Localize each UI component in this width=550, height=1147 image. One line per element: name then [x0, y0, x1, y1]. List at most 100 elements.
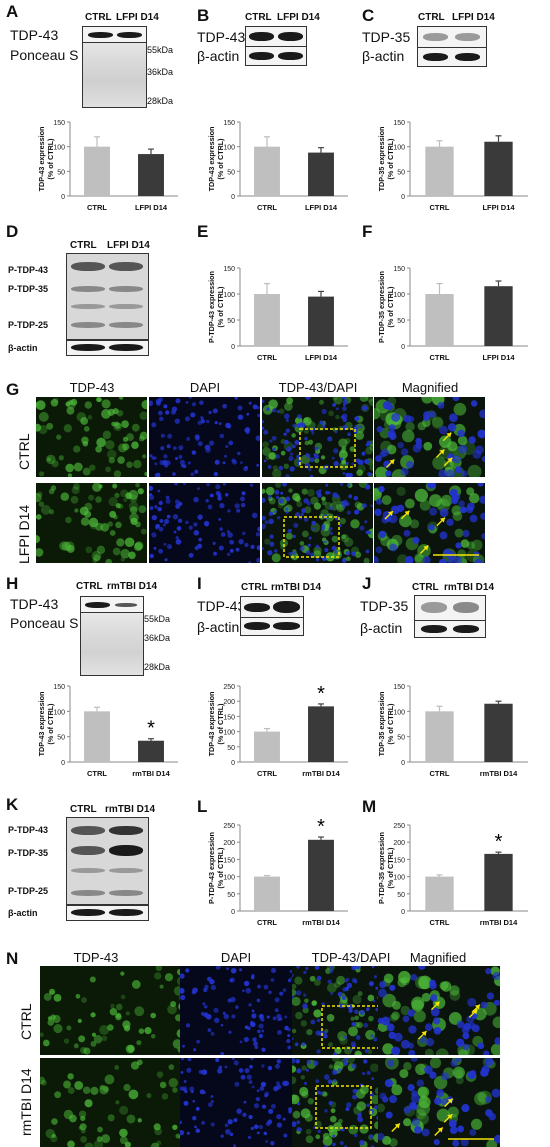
bar	[484, 141, 513, 196]
y-tick-label: 0	[61, 194, 65, 201]
y-tick-label: 150	[53, 684, 65, 691]
y-tick-label: 150	[223, 714, 235, 721]
arrowhead-marker	[421, 1031, 427, 1037]
y-tick-label: 200	[223, 699, 235, 706]
kda-marker: 55kDa	[144, 614, 171, 624]
blot-row-label: β-actin	[197, 48, 240, 64]
zoom-region-box	[283, 516, 340, 558]
blot-header-ctrl: CTRL	[241, 582, 268, 593]
y-tick-label: 50	[57, 169, 65, 176]
bar-chart-a: 0 50 100 150 TDP-43 expression (% of CTRL) CTR…	[37, 120, 178, 212]
y-tick-label: 150	[393, 684, 405, 691]
western-blot-band-strip	[414, 595, 486, 621]
bar-chart-h: 0 50 100 150 TDP-43 expression (% of CTRL) CTR…	[37, 684, 178, 778]
blot-header-ctrl: CTRL	[70, 804, 97, 815]
kda-marker: 36kDa	[144, 633, 171, 643]
western-blot-band-strip	[417, 47, 487, 67]
y-tick-label: 0	[61, 760, 65, 767]
blot-row-label: β-actin	[8, 908, 38, 918]
blot-row-label: β-actin	[8, 343, 38, 353]
bar	[84, 711, 110, 762]
western-blot-membrane	[66, 253, 149, 340]
y-tick-label: 0	[231, 909, 235, 916]
y-tick-label: 200	[223, 840, 235, 847]
zoom-region-box	[299, 428, 356, 468]
bar	[308, 839, 334, 911]
micrograph-dapi	[149, 397, 260, 477]
y-axis-label: (% of CTRL)	[216, 286, 225, 328]
category-label: CTRL	[257, 203, 277, 212]
micro-column-header: TDP-43	[73, 950, 119, 965]
y-axis-label: (% of CTRL)	[46, 138, 55, 180]
arrowhead-marker	[447, 1098, 453, 1104]
micrograph-green	[36, 397, 147, 477]
micro-row-label: LFPI D14	[16, 504, 32, 564]
y-axis-label: TDP-43 expression	[207, 127, 216, 192]
micro-row-label: rmTBI D14	[18, 1068, 34, 1136]
category-label: LFPI D14	[305, 203, 338, 212]
y-axis-label: TDP-43 expression	[207, 692, 216, 757]
arrowhead-marker	[387, 511, 393, 517]
western-blot-membrane	[66, 817, 149, 905]
bar-chart-e: 0 50 100 150 P-TDP-43 expression (% of CTRL) C…	[207, 266, 348, 362]
micrograph-mag	[378, 1058, 500, 1147]
y-axis-label: (% of CTRL)	[216, 847, 225, 889]
kda-marker: 28kDa	[144, 662, 171, 672]
category-label: CTRL	[87, 203, 107, 212]
y-tick-label: 200	[393, 840, 405, 847]
y-axis-label: (% of CTRL)	[216, 703, 225, 745]
y-tick-label: 100	[223, 875, 235, 882]
y-tick-label: 150	[223, 120, 235, 127]
blot-row-label: P-TDP-35	[8, 284, 49, 294]
bar	[308, 706, 334, 762]
y-tick-label: 50	[227, 745, 235, 752]
blot-header-condition: rmTBI D14	[107, 581, 158, 592]
blot-row-label: P-TDP-43	[8, 825, 49, 835]
bar	[254, 294, 280, 346]
y-tick-label: 250	[223, 823, 235, 830]
category-label: LFPI D14	[482, 353, 515, 362]
bar-chart-f: 0 50 100 150 P-TDP-35 expression (% of CTRL) C…	[377, 266, 528, 362]
micrograph-merge	[262, 483, 373, 563]
blot-header-ctrl: CTRL	[70, 240, 97, 251]
blot-row-label: P-TDP-43	[8, 265, 49, 275]
bar	[84, 146, 110, 196]
y-tick-label: 0	[401, 194, 405, 201]
category-label: CTRL	[430, 769, 450, 778]
blot-row-label: TDP-43	[197, 598, 246, 614]
bar	[308, 152, 334, 196]
blot-header-condition: LFPI D14	[107, 240, 150, 251]
y-axis-label: P-TDP-43 expression	[207, 832, 216, 904]
kda-marker: 36kDa	[147, 67, 174, 77]
micrograph-dapi	[149, 483, 260, 563]
micro-column-header: DAPI	[189, 380, 221, 395]
arrowhead-marker	[437, 1127, 443, 1133]
y-tick-label: 250	[393, 823, 405, 830]
micrograph-mag	[374, 397, 485, 477]
zoom-region-box	[315, 1085, 372, 1129]
blot-header-condition: LFPI D14	[277, 12, 320, 23]
y-axis-label: (% of CTRL)	[386, 286, 395, 328]
y-tick-label: 50	[397, 735, 405, 742]
western-blot-band-strip	[66, 905, 149, 921]
bar	[425, 876, 454, 911]
western-blot-band-strip	[240, 617, 304, 636]
blot-header-condition: LFPI D14	[116, 12, 159, 23]
y-tick-label: 250	[223, 684, 235, 691]
panel-label-g: G	[6, 380, 20, 399]
y-tick-label: 0	[401, 909, 405, 916]
western-blot-band-strip	[245, 26, 307, 47]
y-tick-label: 50	[397, 318, 405, 325]
y-axis-label: TDP-35 expression	[377, 127, 386, 192]
panel-label-i: I	[197, 574, 202, 593]
y-tick-label: 50	[227, 892, 235, 899]
y-tick-label: 100	[223, 145, 235, 152]
panel-label-f: F	[362, 222, 373, 241]
y-axis-label: P-TDP-35 expression	[377, 271, 386, 343]
bar	[308, 296, 334, 346]
y-tick-label: 100	[393, 709, 405, 716]
y-tick-label: 150	[393, 857, 405, 864]
blot-row-label: P-TDP-35	[8, 848, 49, 858]
arrowhead-marker	[404, 510, 410, 516]
y-tick-label: 0	[231, 344, 235, 351]
